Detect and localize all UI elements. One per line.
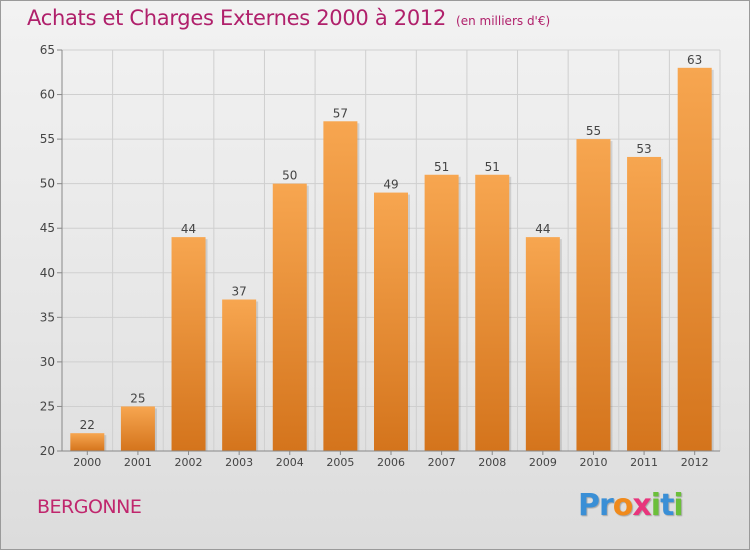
bar-2005 — [323, 121, 358, 452]
bar-2003 — [222, 299, 257, 451]
x-tick-label: 2008 — [478, 456, 506, 469]
bar-2012 — [677, 67, 712, 452]
data-label: 49 — [383, 178, 398, 192]
x-tick-label: 2001 — [124, 456, 152, 469]
data-label: 25 — [130, 391, 145, 405]
x-tick-label: 2004 — [276, 456, 304, 469]
x-tick-label: 2009 — [529, 456, 557, 469]
chart-subtitle: (en milliers d'€) — [456, 14, 551, 28]
y-tick-label: 40 — [40, 266, 55, 280]
bar-2001 — [120, 406, 155, 451]
axes: 20 25 30 35 40 45 50 55 60 65 2000 2001 2002 2003 2004… — [40, 43, 720, 469]
logo-letter: x — [632, 488, 651, 523]
y-tick-label: 45 — [40, 221, 55, 235]
logo-letter: i — [650, 488, 661, 523]
data-label: 57 — [333, 106, 348, 120]
x-tick-label: 2011 — [630, 456, 658, 469]
x-tick-label: 2000 — [73, 456, 101, 469]
bar-2011 — [627, 156, 662, 451]
y-tick-label: 50 — [40, 177, 55, 191]
x-tick-label: 2002 — [175, 456, 203, 469]
data-label: 44 — [181, 222, 196, 236]
data-label: 51 — [485, 160, 500, 174]
data-label: 55 — [586, 124, 601, 138]
logo-letter: o — [612, 488, 634, 523]
bars — [70, 67, 714, 452]
data-label: 37 — [232, 285, 247, 299]
place-name: BERGONNE — [37, 496, 142, 518]
bar-2007 — [424, 174, 459, 451]
y-tick-label: 25 — [40, 399, 55, 413]
logo-letter: t — [660, 488, 674, 523]
bar-2008 — [475, 174, 510, 451]
bar-2004 — [272, 183, 307, 451]
data-label: 22 — [80, 418, 95, 432]
x-tick-label: 2012 — [681, 456, 709, 469]
bar-2000 — [70, 433, 105, 451]
x-tick-label: 2010 — [579, 456, 607, 469]
proxiti-logo: Proxiti — [578, 488, 684, 523]
data-label: 53 — [636, 142, 651, 156]
data-label: 51 — [434, 160, 449, 174]
x-tick-label: 2006 — [377, 456, 405, 469]
chart-title-text: Achats et Charges Externes 2000 à 2012 — [27, 6, 447, 30]
bar-2006 — [374, 192, 408, 452]
bar-2009 — [525, 237, 560, 451]
data-label: 50 — [282, 169, 297, 183]
bar-2002 — [171, 237, 206, 451]
y-tick-label: 60 — [40, 88, 55, 102]
data-labels: 22 25 44 37 50 57 49 51 51 44 55 53 63 — [80, 53, 703, 432]
logo-letter: i — [673, 488, 683, 523]
logo-letter: P — [578, 488, 600, 523]
y-tick-label: 20 — [40, 444, 55, 458]
bar-2010 — [576, 139, 611, 451]
y-tick-label: 35 — [40, 310, 55, 324]
x-tick-label: 2007 — [428, 456, 456, 469]
chart-title: Achats et Charges Externes 2000 à 2012 (e… — [27, 6, 550, 30]
data-label: 63 — [687, 53, 702, 67]
data-label: 44 — [535, 222, 550, 236]
y-tick-label: 30 — [40, 355, 55, 369]
y-tick-label: 65 — [40, 43, 55, 57]
x-tick-label: 2003 — [225, 456, 253, 469]
x-tick-label: 2005 — [326, 456, 354, 469]
y-tick-label: 55 — [40, 132, 55, 146]
logo-letter: r — [599, 488, 614, 523]
